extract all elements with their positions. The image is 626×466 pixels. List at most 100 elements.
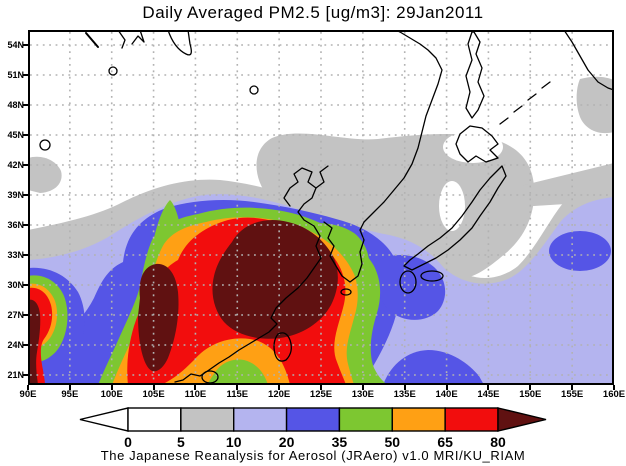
lat-tick-mark	[23, 194, 28, 196]
lat-tick-label: 21N	[7, 370, 24, 380]
lon-tick-label: 145E	[477, 389, 500, 400]
lon-tick-mark	[320, 385, 322, 390]
lat-tick-mark	[23, 104, 28, 106]
lon-tick-mark	[571, 385, 574, 390]
pm25-fill-maroon-west-edge-core	[28, 299, 41, 385]
river-siberia-icon	[85, 32, 99, 48]
island-kyushu	[399, 270, 417, 294]
colorbar-under-arrow	[79, 407, 129, 432]
colorbar-segment-periwinkle	[233, 407, 288, 432]
lon-tick-label: 150E	[519, 389, 542, 400]
figure-caption: The Japanese Reanalysis for Aerosol (JRA…	[100, 448, 526, 463]
island-shikoku	[420, 270, 444, 282]
lon-tick-label: 155E	[561, 389, 584, 400]
lon-tick-label: 95E	[61, 389, 79, 400]
island-honshu	[403, 165, 507, 271]
graticule-gridlines	[30, 32, 612, 383]
lat-tick-label: 36N	[7, 220, 24, 230]
colorbar-level-label: 35	[332, 434, 348, 450]
lon-tick-label: 100E	[100, 389, 123, 400]
lon-tick-mark	[194, 385, 197, 390]
lon-tick-label: 125E	[309, 389, 333, 400]
lat-tick-mark	[23, 74, 28, 76]
lat-tick-label: 45N	[7, 130, 24, 140]
lat-tick-mark	[23, 134, 28, 136]
pm25-fill-gray-topright-patch	[576, 76, 614, 134]
lon-tick-label: 130E	[351, 389, 374, 400]
lon-tick-mark	[278, 385, 281, 390]
island-hokkaido	[455, 125, 499, 163]
lon-tick-mark	[152, 385, 155, 390]
lat-tick-label: 33N	[7, 250, 24, 260]
colorbar-segment-green	[338, 407, 393, 432]
coastlines	[39, 30, 614, 384]
colorbar-level-label: 5	[177, 434, 185, 450]
lake-khanka	[249, 85, 259, 95]
lat-tick-label: 51N	[7, 70, 24, 80]
lon-tick-mark	[27, 385, 29, 390]
lat-tick-mark	[23, 164, 28, 166]
island-jeju	[340, 288, 352, 296]
pm25-fill-blue-south-bump	[383, 350, 484, 385]
lon-tick-mark	[361, 385, 364, 390]
coast-kamchatka	[563, 30, 614, 91]
lon-tick-mark	[68, 385, 71, 390]
pm25-fill-maroon-sichuan-core	[138, 263, 179, 372]
lon-tick-mark	[403, 385, 406, 390]
lon-tick-mark	[110, 385, 113, 390]
chart-title: Daily Averaged PM2.5 [ug/m3]: 29Jan2011	[142, 3, 484, 22]
lat-tick-label: 54N	[7, 40, 24, 50]
lat-tick-mark	[23, 284, 28, 286]
island-sakhalin	[465, 31, 485, 119]
clean-air-hole-honshu	[439, 181, 465, 231]
lake-baikal-curve	[167, 30, 192, 56]
colorbar-segment-white	[127, 407, 182, 432]
coast-china-east-south	[174, 187, 322, 383]
lat-tick-mark	[23, 344, 28, 346]
colorbar-segment-red	[444, 407, 499, 432]
plot-border	[28, 30, 614, 385]
colorbar-level-label: 65	[437, 434, 453, 450]
lon-tick-label: 115E	[226, 389, 249, 400]
coast-bohai	[283, 165, 329, 207]
lat-tick-mark	[23, 254, 28, 256]
lon-tick-label: 135E	[393, 389, 416, 400]
lon-tick-label: 90E	[19, 389, 37, 400]
map-canvas	[28, 30, 614, 385]
colorbar-segment-gray	[180, 407, 235, 432]
colorbar-segment-blue	[285, 407, 341, 432]
lat-tick-label: 39N	[7, 190, 24, 200]
map-plot	[28, 30, 614, 385]
kuril-islands	[499, 81, 551, 125]
lat-tick-mark	[23, 314, 28, 316]
lon-tick-label: 160E	[602, 389, 626, 400]
pm25-fill-gray-west-patch	[28, 156, 62, 193]
lat-tick-mark	[23, 224, 28, 226]
pm25-fill-gray-right-sliver	[516, 163, 614, 207]
pm25-fill-gray-japan-blob	[256, 133, 535, 279]
lat-tick-label: 30N	[7, 280, 24, 290]
lon-tick-mark	[529, 385, 532, 390]
river-lena-squiggle	[117, 30, 145, 49]
lat-tick-mark	[23, 374, 28, 376]
lat-tick-label: 24N	[7, 340, 24, 350]
lon-tick-label: 120E	[268, 389, 291, 400]
colorbar-level-label: 50	[384, 434, 400, 450]
pm25-fill-maroon-main-core	[212, 220, 338, 339]
colorbar-segment-orange	[391, 407, 446, 432]
colorbar-level-label: 20	[279, 434, 295, 450]
lon-tick-mark	[613, 385, 615, 390]
lon-tick-label: 105E	[142, 389, 165, 400]
lat-tick-label: 48N	[7, 100, 24, 110]
pm25-filled-contours	[28, 30, 614, 385]
coast-okhotsk-primorye	[363, 30, 443, 223]
lat-tick-label: 27N	[7, 310, 24, 320]
pm25-fill-blue-east-ocean-blob	[549, 231, 611, 271]
colorbar-level-label: 0	[124, 434, 132, 450]
lon-tick-mark	[236, 385, 239, 390]
colorbar-legend: 0 5 10 20 35 50 65 80	[79, 407, 547, 450]
lat-tick-mark	[23, 44, 28, 46]
lon-tick-mark	[487, 385, 490, 390]
lon-tick-label: 140E	[435, 389, 458, 400]
